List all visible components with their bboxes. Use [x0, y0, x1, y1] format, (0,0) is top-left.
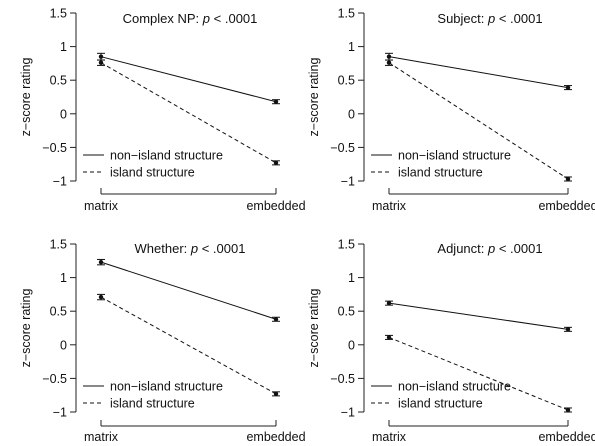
y-tick-label: 0.5: [50, 305, 67, 319]
y-tick-label: −0.5: [330, 141, 355, 155]
y-tick-label: 1.5: [50, 238, 67, 252]
panel-title: Subject: p < .0001: [437, 11, 542, 26]
x-tick-label-embedded: embedded: [538, 199, 595, 213]
data-point: [565, 176, 571, 182]
data-point: [565, 407, 571, 413]
legend-label: non−island structure: [110, 149, 223, 163]
y-tick-label: −1: [341, 406, 355, 420]
y-axis-title: z−score rating: [307, 289, 321, 368]
y-tick-label: 0.5: [338, 305, 355, 319]
data-point: [386, 300, 392, 306]
data-point: [273, 391, 279, 397]
data-point: [98, 259, 104, 265]
series-line-non-island: [388, 56, 569, 89]
y-tick-label: 0: [60, 338, 67, 352]
x-tick-label-embedded: embedded: [538, 430, 595, 444]
x-tick-label-matrix: matrix: [84, 430, 119, 444]
panel-2: −1 −0.5 0 0.5 1 1.5 z−score rating matrix embedd…: [307, 7, 595, 214]
panel-title: Whether: p < .0001: [135, 241, 246, 256]
panel-4: −1 −0.5 0 0.5 1 1.5 z−score rating matrix embedd…: [307, 238, 595, 445]
legend-label: non−island structure: [398, 149, 511, 163]
data-point: [386, 335, 392, 340]
data-point: [98, 60, 104, 65]
series-line-non-island: [100, 261, 277, 320]
panel-title: Adjunct: p < .0001: [437, 241, 542, 256]
x-tick-label-matrix: matrix: [84, 199, 119, 213]
legend-label: island structure: [110, 397, 195, 411]
y-tick-label: 1: [60, 271, 67, 285]
series-line-island: [100, 296, 277, 395]
x-tick-label-matrix: matrix: [372, 430, 407, 444]
y-axis-title: z−score rating: [19, 58, 33, 137]
y-tick-label: 1.5: [338, 238, 355, 252]
panel-1: −1 −0.5 0 0.5 1 1.5 z−score rating matrix embedd…: [19, 7, 306, 214]
legend-label: island structure: [398, 397, 483, 411]
data-point: [273, 99, 279, 104]
y-tick-label: 1: [348, 40, 355, 54]
data-point: [273, 160, 279, 166]
y-tick-label: −1: [341, 175, 355, 189]
y-tick-label: 0: [348, 338, 355, 352]
x-tick-label-matrix: matrix: [372, 199, 407, 213]
series-line-non-island: [100, 56, 277, 103]
y-tick-label: −1: [53, 406, 67, 420]
y-tick-label: 0.5: [50, 74, 67, 88]
y-axis-title: z−score rating: [307, 58, 321, 137]
data-point: [98, 294, 104, 300]
data-point: [386, 54, 392, 59]
data-point: [98, 54, 104, 59]
series-line-island: [388, 62, 569, 180]
series-line-non-island: [388, 302, 569, 330]
y-axis-title: z−score rating: [19, 289, 33, 368]
data-point: [565, 327, 571, 332]
y-tick-label: 1: [60, 40, 67, 54]
y-tick-label: 0: [60, 107, 67, 121]
y-tick-label: 1.5: [338, 7, 355, 21]
y-tick-label: 0.5: [338, 74, 355, 88]
legend-label: non−island structure: [110, 380, 223, 394]
y-tick-label: −0.5: [42, 141, 67, 155]
data-point: [273, 317, 279, 322]
legend-label: island structure: [110, 166, 195, 180]
x-tick-label-embedded: embedded: [246, 199, 305, 213]
y-tick-label: −0.5: [330, 372, 355, 386]
y-tick-label: 1: [348, 271, 355, 285]
legend-label: non−island structure: [398, 380, 511, 394]
y-tick-label: 0: [348, 107, 355, 121]
series-line-island: [100, 62, 277, 164]
data-point: [565, 85, 571, 90]
data-point: [386, 60, 392, 65]
y-tick-label: −0.5: [42, 372, 67, 386]
panel-3: −1 −0.5 0 0.5 1 1.5 z−score rating matrix embedd…: [19, 238, 306, 445]
legend-label: island structure: [398, 166, 483, 180]
y-tick-label: −1: [53, 175, 67, 189]
y-tick-label: 1.5: [50, 7, 67, 21]
x-tick-label-embedded: embedded: [246, 430, 305, 444]
panel-title: Complex NP: p < .0001: [123, 11, 258, 26]
